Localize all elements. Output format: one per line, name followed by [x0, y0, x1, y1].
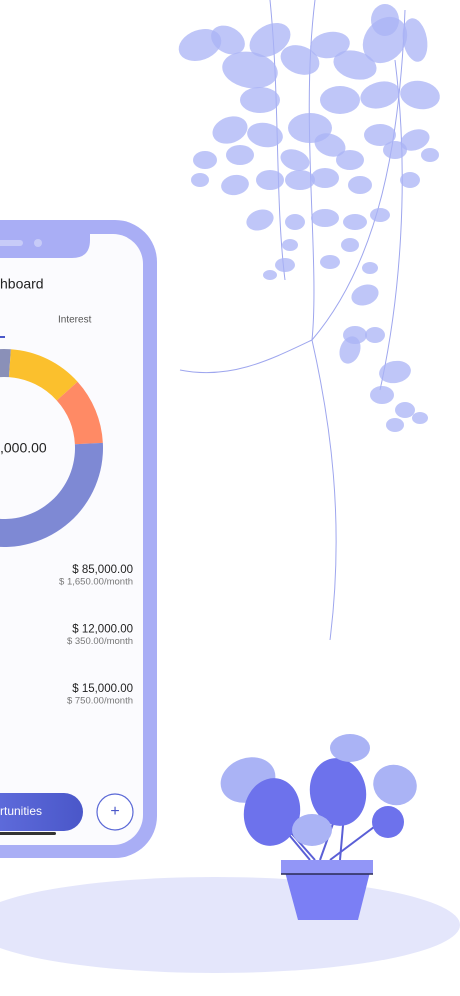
- leaf: [249, 22, 291, 58]
- leaf: [362, 262, 378, 274]
- primary-button-label: rtunities: [0, 804, 42, 818]
- leaf: [348, 176, 372, 194]
- item-list: $ 85,000.00$ 1,650.00/month$ 12,000.00$ …: [59, 564, 133, 706]
- leaf: [402, 18, 428, 62]
- leaf: [212, 116, 248, 144]
- leaf: [370, 208, 390, 222]
- leaf: [365, 327, 385, 343]
- pot: [285, 872, 370, 920]
- home-indicator: [0, 832, 56, 835]
- leaf: [310, 31, 350, 59]
- leaf: [370, 386, 394, 404]
- leaf: [246, 209, 274, 231]
- leaf: [336, 150, 364, 170]
- donut: [0, 349, 103, 547]
- add-button-label: +: [110, 803, 119, 820]
- leaf: [222, 51, 278, 89]
- monstera-leaf: [243, 778, 301, 846]
- item-monthly: $ 1,650.00/month: [59, 577, 133, 588]
- monstera-leaf: [372, 806, 404, 838]
- leaf: [371, 4, 399, 36]
- leaf: [383, 141, 407, 159]
- leaf: [280, 45, 320, 75]
- speaker: [0, 240, 23, 246]
- monstera: [220, 734, 417, 861]
- floor: [0, 877, 460, 973]
- leaf: [282, 239, 298, 251]
- pot-rim: [281, 860, 373, 874]
- leaf: [311, 209, 339, 227]
- donut-segment: [56, 381, 103, 445]
- leaf: [333, 50, 377, 80]
- monstera-leaf: [309, 758, 367, 826]
- leaf: [379, 360, 411, 384]
- item-monthly: $ 350.00/month: [67, 636, 133, 647]
- notch: [0, 220, 90, 258]
- leaf: [360, 81, 400, 109]
- leaf: [226, 145, 254, 165]
- leaf: [364, 124, 396, 146]
- leaf: [240, 87, 280, 113]
- leaf: [395, 402, 415, 418]
- leaf: [386, 418, 404, 432]
- leaf: [275, 258, 295, 272]
- item-amount: $ 85,000.00: [72, 564, 133, 576]
- monstera-leaf: [373, 764, 417, 806]
- leaf: [256, 170, 284, 190]
- leaf: [247, 122, 283, 148]
- leaf: [314, 133, 346, 157]
- leaf: [280, 149, 310, 171]
- vine-stem: [179, 9, 406, 374]
- leaf: [178, 29, 222, 61]
- donut-segment: [8, 349, 78, 401]
- add-button[interactable]: [96, 793, 134, 831]
- leaf: [263, 270, 277, 280]
- tab-indicator: [0, 336, 5, 338]
- leaf: [341, 238, 359, 252]
- item-monthly: $ 750.00/month: [67, 696, 133, 707]
- monstera-leaf: [292, 814, 332, 846]
- tab-label[interactable]: Interest: [58, 315, 92, 326]
- leaf: [285, 214, 305, 230]
- donut-segment: [0, 349, 11, 378]
- leaf: [400, 80, 440, 110]
- leaf: [211, 25, 245, 55]
- donut-center-value: ,000.00: [0, 440, 47, 456]
- leaf: [351, 284, 379, 306]
- screen-title: hboard: [0, 276, 44, 292]
- monstera-leaf: [330, 734, 370, 762]
- leaf: [412, 412, 428, 424]
- leaf: [193, 151, 217, 169]
- primary-button[interactable]: [0, 793, 83, 831]
- item-amount: $ 15,000.00: [72, 683, 133, 695]
- leaf: [343, 214, 367, 230]
- vine-leaves: [178, 4, 440, 432]
- phone-screen: [0, 234, 143, 845]
- leaf: [421, 148, 439, 162]
- leaf: [320, 255, 340, 269]
- leaf: [285, 170, 315, 190]
- camera: [34, 239, 42, 247]
- leaf: [311, 168, 339, 188]
- leaf: [191, 173, 209, 187]
- donut-segment: [0, 442, 103, 547]
- leaf: [339, 336, 361, 364]
- vine-stem: [379, 59, 403, 391]
- leaf: [320, 86, 360, 114]
- leaf: [221, 174, 249, 196]
- leaf: [400, 129, 430, 151]
- item-amount: $ 12,000.00: [72, 624, 133, 636]
- leaf: [400, 172, 420, 188]
